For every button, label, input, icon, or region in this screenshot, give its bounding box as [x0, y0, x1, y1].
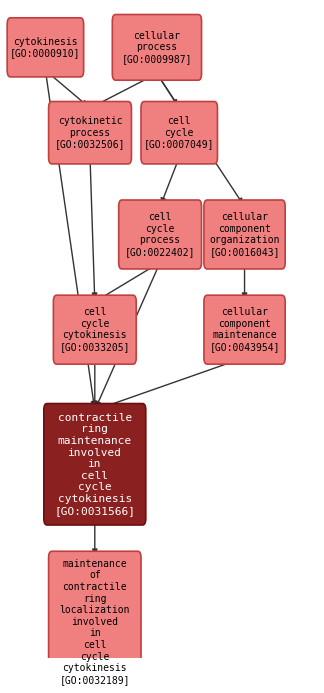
FancyBboxPatch shape — [112, 15, 202, 80]
FancyBboxPatch shape — [53, 295, 136, 364]
Text: cell
cycle
[GO:0007049]: cell cycle [GO:0007049] — [144, 116, 214, 149]
FancyBboxPatch shape — [204, 200, 285, 269]
FancyBboxPatch shape — [49, 551, 141, 692]
FancyBboxPatch shape — [141, 101, 217, 164]
Text: cytokinetic
process
[GO:0032506]: cytokinetic process [GO:0032506] — [55, 116, 125, 149]
FancyBboxPatch shape — [7, 18, 84, 77]
Text: contractile
ring
maintenance
involved
in
cell
cycle
cytokinesis
[GO:0031566]: contractile ring maintenance involved in… — [54, 413, 135, 516]
Text: cytokinesis
[GO:0000910]: cytokinesis [GO:0000910] — [10, 37, 81, 58]
Text: cellular
component
maintenance
[GO:0043954]: cellular component maintenance [GO:00439… — [209, 307, 280, 352]
FancyBboxPatch shape — [204, 295, 285, 364]
FancyBboxPatch shape — [119, 200, 202, 269]
Text: cell
cycle
cytokinesis
[GO:0033205]: cell cycle cytokinesis [GO:0033205] — [60, 307, 130, 352]
Text: cellular
process
[GO:0009987]: cellular process [GO:0009987] — [122, 30, 192, 64]
Text: cell
cycle
process
[GO:0022402]: cell cycle process [GO:0022402] — [125, 212, 195, 257]
Text: cellular
component
organization
[GO:0016043]: cellular component organization [GO:0016… — [209, 212, 280, 257]
Text: maintenance
of
contractile
ring
localization
involved
in
cell
cycle
cytokinesis
: maintenance of contractile ring localiza… — [60, 559, 130, 685]
FancyBboxPatch shape — [49, 101, 132, 164]
FancyBboxPatch shape — [44, 403, 146, 525]
